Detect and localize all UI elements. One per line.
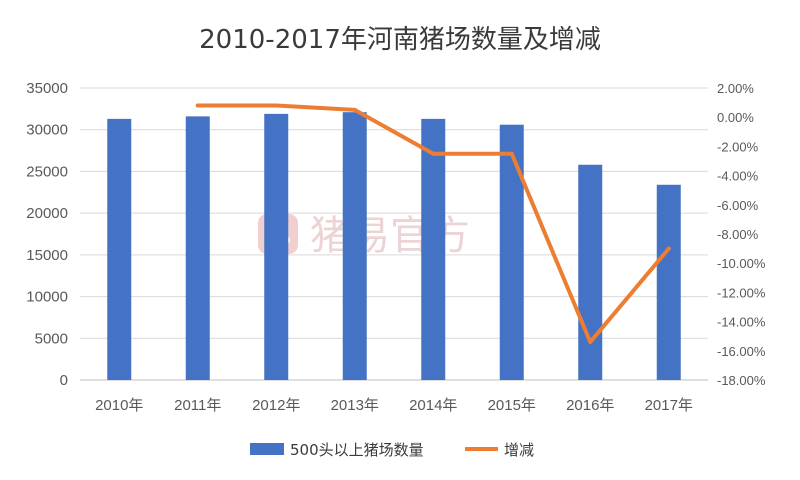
y-left-tick-label: 30000 — [26, 122, 68, 139]
y-left-tick-label: 25000 — [26, 163, 68, 180]
legend: 500头以上猪场数量 增减 — [250, 441, 534, 459]
x-tick-label: 2013年 — [331, 397, 379, 414]
x-tick-label: 2011年 — [174, 397, 221, 414]
line-point — [195, 103, 200, 108]
y-right-tick-label: -10.00% — [717, 256, 766, 271]
bar — [342, 112, 367, 381]
y-right-tick-label: -2.00% — [717, 139, 759, 154]
line-point — [274, 103, 279, 108]
line-point — [352, 107, 357, 112]
x-tick-label: 2010年 — [95, 397, 143, 414]
y-right-tick-label: -14.00% — [717, 315, 766, 330]
bar — [421, 118, 446, 381]
legend-label-line: 增减 — [504, 441, 534, 459]
bar — [578, 164, 603, 380]
x-tick-label: 2012年 — [252, 397, 300, 414]
line-series — [195, 103, 671, 345]
y-axis-right: 2.00% 0.00% -2.00% -4.00% -6.00% -8.00% -10.00… — [717, 81, 766, 388]
x-tick-label: 2014年 — [409, 397, 457, 414]
y-left-tick-label: 35000 — [26, 80, 68, 97]
bar-series — [107, 112, 681, 381]
y-left-tick-label: 15000 — [26, 247, 68, 264]
x-tick-label: 2016年 — [566, 397, 614, 414]
bar — [107, 118, 132, 381]
y-right-tick-label: -4.00% — [717, 169, 759, 184]
y-left-tick-label: 10000 — [26, 289, 68, 306]
bar — [264, 113, 289, 380]
line-point — [431, 151, 436, 156]
y-right-tick-label: -6.00% — [717, 198, 759, 213]
x-tick-label: 2017年 — [645, 397, 693, 414]
line-point — [509, 151, 514, 156]
bar — [656, 184, 681, 380]
x-tick-label: 2015年 — [488, 397, 536, 414]
y-left-tick-label: 20000 — [26, 205, 68, 222]
y-right-tick-label: -12.00% — [717, 285, 766, 300]
y-right-tick-label: -16.00% — [717, 344, 766, 359]
y-right-tick-label: -8.00% — [717, 227, 759, 242]
x-axis: 2010年 2011年 2012年 2013年 2014年 2015年 2016年 2017年 — [95, 397, 693, 414]
chart-title: 2010-2017年河南猪场数量及增减 — [199, 25, 601, 55]
line-point — [588, 340, 593, 345]
y-right-tick-label: 2.00% — [717, 81, 754, 96]
bar — [499, 124, 524, 380]
line-point — [666, 246, 671, 251]
y-right-tick-label: -18.00% — [717, 373, 766, 388]
bar — [185, 116, 210, 380]
gridlines — [80, 87, 708, 381]
y-left-tick-label: 0 — [60, 372, 68, 389]
legend-swatch-bars — [250, 443, 284, 455]
watermark-text: 猪易官方 — [310, 213, 470, 259]
legend-label-bars: 500头以上猪场数量 — [290, 441, 424, 459]
y-left-tick-label: 5000 — [35, 330, 68, 347]
y-axis-left: 35000 30000 25000 20000 15000 10000 5000 0 — [26, 80, 68, 389]
y-right-tick-label: 0.00% — [717, 110, 754, 125]
